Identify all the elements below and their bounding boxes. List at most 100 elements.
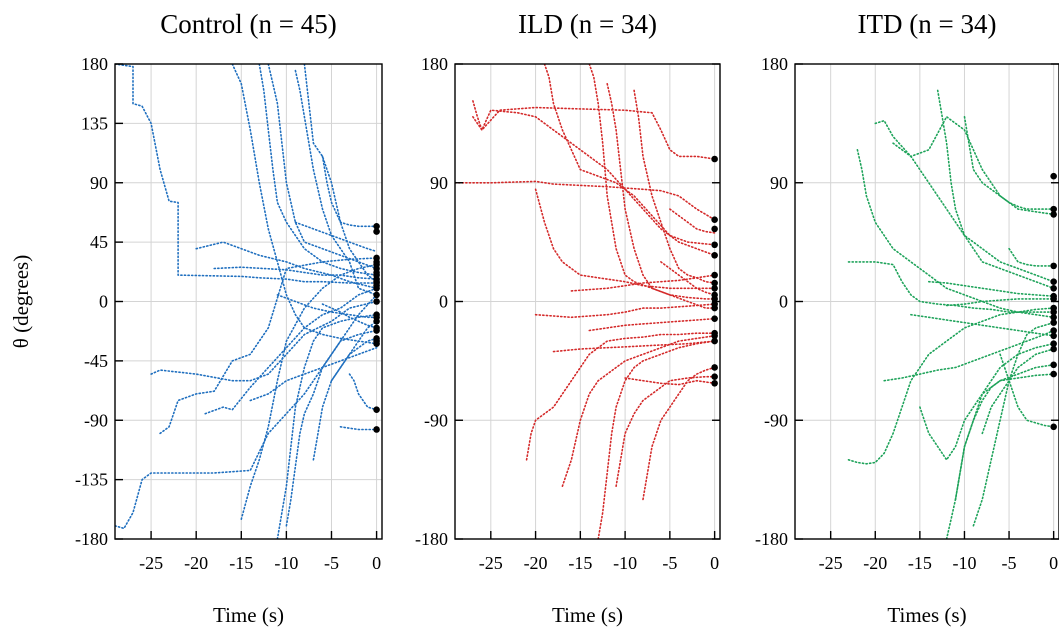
x-tick-label: -10 bbox=[613, 553, 637, 573]
x-axis-label: Time (s) bbox=[552, 603, 623, 627]
trace-4 bbox=[856, 149, 1055, 319]
endpoint-marker bbox=[373, 291, 380, 299]
endpoint-marker bbox=[711, 304, 718, 312]
trace-16 bbox=[330, 320, 378, 382]
trace-17 bbox=[213, 266, 378, 280]
endpoint-marker bbox=[1050, 345, 1057, 353]
trace-13 bbox=[303, 64, 378, 283]
endpoint-marker bbox=[1050, 340, 1057, 348]
x-tick-label: -15 bbox=[908, 553, 932, 573]
y-tick-label: -180 bbox=[415, 529, 448, 549]
endpoint-marker bbox=[711, 337, 718, 345]
endpoint-marker bbox=[373, 317, 380, 325]
trace-14 bbox=[927, 280, 1055, 298]
endpoint-marker bbox=[1050, 308, 1057, 316]
y-tick-label: 180 bbox=[761, 54, 788, 74]
trace-17 bbox=[1008, 247, 1055, 267]
endpoint-marker bbox=[711, 279, 718, 287]
trace-16 bbox=[552, 340, 716, 353]
endpoint-marker bbox=[1050, 278, 1057, 286]
trace-18 bbox=[660, 261, 716, 296]
trace-8 bbox=[258, 64, 378, 276]
trace-1 bbox=[115, 64, 378, 284]
trace-21 bbox=[348, 373, 378, 411]
endpoint-marker bbox=[711, 155, 718, 163]
trace-9 bbox=[597, 340, 716, 539]
endpoints bbox=[1050, 172, 1057, 431]
chart-title: Control (n = 45) bbox=[160, 9, 336, 39]
trace-5 bbox=[892, 116, 1055, 216]
endpoint-marker bbox=[711, 364, 718, 371]
trace-10 bbox=[963, 116, 1055, 210]
trace-9 bbox=[954, 373, 1055, 501]
trace-7 bbox=[936, 89, 1055, 290]
endpoint-marker bbox=[711, 225, 718, 233]
x-tick-label: -5 bbox=[324, 553, 339, 573]
trace-15 bbox=[321, 155, 378, 228]
y-tick-label: -90 bbox=[424, 410, 448, 430]
panel-2: 180 90 0 -90 -180 -25 -20 -15 -10 -5 0 ILD (n = 34)… bbox=[415, 9, 721, 627]
x-tick-label: -20 bbox=[184, 553, 208, 573]
endpoint-marker bbox=[373, 327, 380, 334]
x-axis-label: Times (s) bbox=[887, 603, 966, 627]
trace-2 bbox=[115, 294, 378, 530]
endpoint-marker bbox=[373, 285, 380, 292]
endpoint-marker bbox=[373, 406, 380, 413]
trace-19 bbox=[669, 208, 716, 234]
y-tick-label: 0 bbox=[99, 292, 108, 312]
trace-3 bbox=[874, 119, 1055, 283]
trace-13 bbox=[642, 366, 716, 501]
trace-9 bbox=[267, 64, 378, 270]
chart-title: ITD (n = 34) bbox=[858, 9, 997, 39]
endpoints bbox=[373, 222, 380, 433]
gridlines bbox=[795, 63, 1059, 540]
y-tick-label: -180 bbox=[75, 529, 108, 549]
trace-12 bbox=[294, 69, 378, 296]
trace-6 bbox=[543, 64, 716, 246]
x-tick-label: 0 bbox=[710, 553, 719, 573]
x-tick-label: -25 bbox=[479, 553, 503, 573]
y-tick-label: 0 bbox=[439, 292, 448, 312]
trace-1 bbox=[472, 100, 716, 160]
x-tick-label: -25 bbox=[819, 553, 843, 573]
trace-19 bbox=[195, 241, 378, 290]
trace-7 bbox=[561, 334, 716, 488]
trace-6 bbox=[231, 64, 378, 345]
endpoint-marker bbox=[373, 340, 380, 348]
y-tick-label: -90 bbox=[764, 410, 788, 430]
x-tick-label: 0 bbox=[372, 553, 381, 573]
y-tick-label: -180 bbox=[755, 529, 788, 549]
endpoint-marker bbox=[711, 373, 718, 381]
x-axis-label: Time (s) bbox=[213, 603, 284, 627]
trace-7 bbox=[240, 263, 378, 521]
trace-24 bbox=[294, 221, 378, 253]
trace-11 bbox=[615, 375, 716, 488]
trace-2 bbox=[455, 180, 716, 221]
trace-4 bbox=[159, 257, 378, 435]
trace-14 bbox=[312, 337, 378, 461]
trace-8 bbox=[945, 363, 1055, 539]
panel-3: 180 90 0 -90 -180 -25 -20 -15 -10 -5 0 ITD (n = 34)… bbox=[755, 9, 1059, 627]
x-tick-label: -10 bbox=[274, 553, 298, 573]
y-tick-label: 90 bbox=[770, 173, 788, 193]
endpoint-marker bbox=[1050, 332, 1057, 340]
trace-13 bbox=[910, 313, 1055, 337]
traces bbox=[847, 89, 1055, 539]
y-tick-label: 45 bbox=[90, 232, 108, 252]
endpoint-marker bbox=[1050, 319, 1057, 326]
trace-3 bbox=[150, 300, 378, 382]
endpoint-marker bbox=[1050, 295, 1057, 303]
trace-11 bbox=[285, 329, 378, 527]
chart-title: ILD (n = 34) bbox=[518, 9, 657, 39]
traces bbox=[115, 64, 378, 539]
trace-20 bbox=[588, 317, 716, 332]
endpoint-marker bbox=[1050, 262, 1057, 270]
endpoint-marker bbox=[711, 285, 718, 292]
x-tick-label: -25 bbox=[139, 553, 163, 573]
endpoint-marker bbox=[711, 241, 718, 249]
trace-3 bbox=[472, 109, 716, 257]
y-axis-label: θ (degrees) bbox=[9, 255, 33, 348]
endpoint-marker bbox=[711, 271, 718, 279]
